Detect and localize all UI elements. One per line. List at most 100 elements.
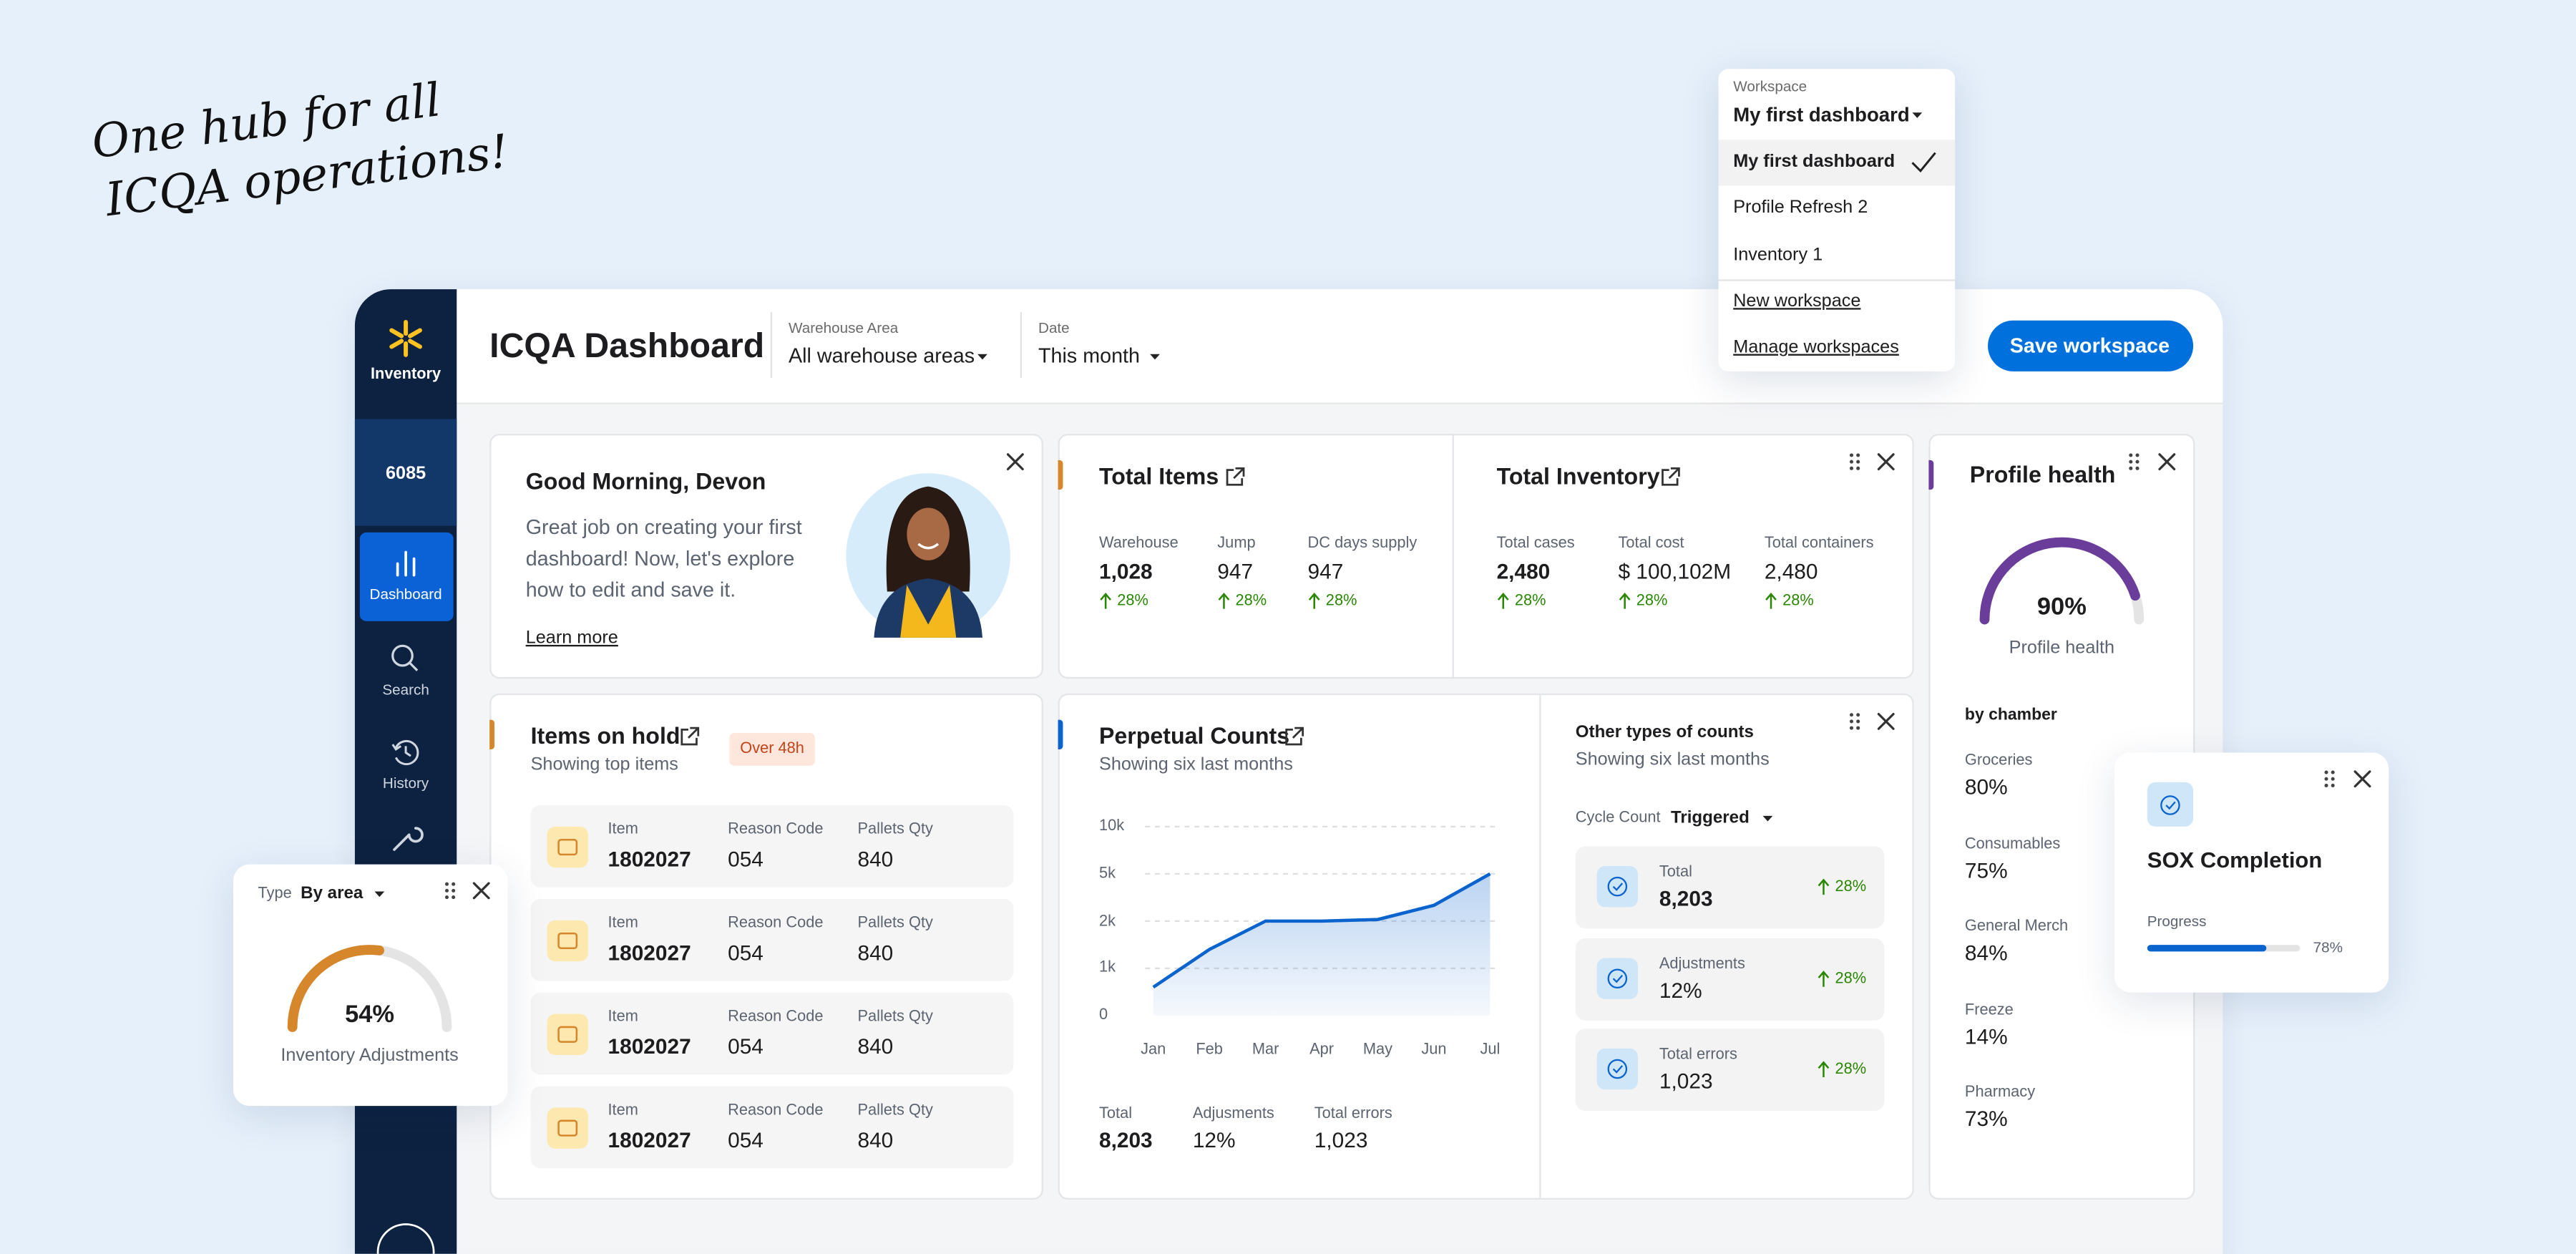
filter-value[interactable]: This month — [1038, 344, 1141, 368]
dashboard-title: ICQA Dashboard — [489, 327, 765, 366]
counts-divider — [1539, 693, 1541, 1200]
workspace-menu — [1718, 69, 1956, 371]
ext-path — [1285, 726, 1304, 746]
save-button-label[interactable]: Save workspace — [2009, 334, 2170, 357]
drag-dot — [2324, 777, 2328, 781]
menu-link[interactable]: Manage workspaces — [1733, 337, 1899, 358]
icon-dashboard — [396, 550, 416, 577]
drag-handle[interactable] — [1848, 452, 1861, 472]
arrow-path — [1619, 593, 1631, 609]
up-arrow — [1765, 593, 1777, 609]
hold-row[interactable] — [530, 898, 1014, 981]
close-icon[interactable] — [1876, 452, 1896, 472]
drag-dot — [2135, 460, 2140, 464]
glyph — [557, 1119, 578, 1137]
nav-label[interactable]: History — [382, 774, 429, 792]
column-label: Pallets Qty — [857, 914, 933, 933]
metric-label: Jump — [1217, 534, 1256, 553]
drag-dot — [444, 888, 449, 893]
card-accent — [1058, 719, 1063, 749]
glyph — [1612, 973, 1624, 983]
save-button[interactable] — [1988, 320, 2194, 371]
summary-value: 12% — [1192, 1127, 1236, 1152]
menu-option[interactable]: Inventory 1 — [1733, 245, 1823, 265]
column-label: Reason Code — [728, 1101, 824, 1120]
close-icon[interactable] — [472, 881, 492, 901]
metric-value: 1,028 — [1098, 559, 1153, 584]
count-icon — [1596, 865, 1639, 908]
drag-dot — [444, 895, 449, 900]
logo-ray — [389, 328, 404, 339]
drag-handle[interactable] — [2323, 769, 2336, 789]
ext-path — [1226, 467, 1245, 486]
metric-value: 2,480 — [1496, 559, 1551, 584]
nav-label[interactable]: Search — [382, 681, 429, 698]
check-icon — [1607, 968, 1628, 988]
cell-value: 054 — [728, 1034, 763, 1059]
arrow-path — [1218, 593, 1230, 609]
check-icon — [1607, 1059, 1628, 1079]
count-change: 28% — [1835, 878, 1867, 896]
greeting-link[interactable]: Learn more — [525, 628, 618, 648]
menu-link[interactable]: New workspace — [1733, 291, 1861, 311]
menu-option[interactable]: Profile Refresh 2 — [1733, 198, 1868, 218]
close-icon[interactable] — [2157, 452, 2177, 472]
glyph — [557, 932, 578, 950]
x-tick-label: Jun — [1421, 1041, 1447, 1059]
hold-row[interactable] — [530, 805, 1014, 888]
store-number[interactable]: 6085 — [385, 464, 426, 484]
hold-row[interactable] — [530, 1086, 1014, 1169]
menu-divider — [1718, 279, 1956, 281]
filter-value[interactable]: Triggered — [1670, 807, 1750, 828]
menu-value[interactable]: My first dashboard — [1733, 103, 1910, 127]
x-tick-label: Jul — [1480, 1041, 1501, 1059]
drag-handle[interactable] — [1848, 711, 1861, 732]
close-icon[interactable] — [2353, 769, 2373, 789]
nav-active[interactable] — [359, 532, 454, 621]
metric-change: 28% — [1235, 592, 1267, 611]
ill-face — [907, 507, 950, 560]
up-arrow — [1497, 593, 1509, 609]
external-link-icon[interactable] — [680, 726, 701, 747]
section-subtitle: Showing six last months — [1575, 749, 1770, 770]
type-value[interactable]: By area — [301, 883, 364, 904]
progress-value: 78% — [2313, 939, 2343, 956]
caret — [977, 354, 987, 360]
external-link-icon[interactable] — [1226, 467, 1246, 487]
close-icon[interactable] — [1005, 452, 1025, 472]
filter-label: Warehouse Area — [789, 319, 899, 336]
arrow-path — [1497, 593, 1509, 609]
chamber-name: Consumables — [1964, 834, 2061, 853]
column-label: Reason Code — [728, 820, 824, 839]
cell-value: 1802027 — [608, 1127, 691, 1152]
metric-label: Total containers — [1764, 534, 1874, 553]
close-icon[interactable] — [1876, 711, 1896, 732]
drag-dot — [2129, 453, 2133, 457]
ext-path — [1662, 467, 1680, 486]
x-tick-label: Apr — [1309, 1041, 1335, 1059]
count-label: Total — [1659, 863, 1692, 882]
filter-value[interactable]: All warehouse areas — [789, 344, 975, 368]
external-link-icon[interactable] — [1661, 467, 1681, 487]
external-link-icon[interactable] — [1284, 726, 1304, 747]
glyph — [1607, 1059, 1628, 1079]
check-path — [1911, 152, 1936, 172]
menu-option[interactable]: My first dashboard — [1733, 152, 1896, 172]
card-accent — [489, 719, 495, 749]
hold-row[interactable] — [530, 992, 1014, 1075]
drag-dot — [1849, 713, 1854, 717]
caret — [1912, 112, 1923, 118]
progress-label: Progress — [2147, 913, 2207, 930]
close-stroke — [2158, 453, 2176, 471]
drag-handle[interactable] — [2127, 452, 2140, 472]
drag-handle[interactable] — [444, 881, 457, 901]
drag-dot — [2129, 460, 2133, 464]
chamber-value: 75% — [1964, 857, 2008, 883]
ill-vest — [900, 585, 957, 638]
row-icon — [547, 1107, 588, 1149]
drag-dot — [2331, 783, 2335, 787]
logo-ray — [408, 328, 422, 339]
nav-label[interactable]: Dashboard — [369, 585, 442, 603]
close-stroke — [2353, 770, 2371, 788]
